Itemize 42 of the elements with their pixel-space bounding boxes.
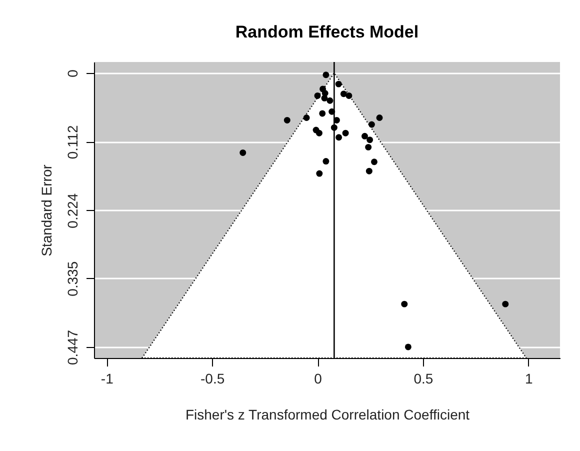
point xyxy=(321,94,328,102)
point xyxy=(370,158,378,166)
point xyxy=(368,121,375,128)
point xyxy=(342,130,349,136)
point xyxy=(314,92,321,99)
y-tick-label: 0 xyxy=(64,69,80,78)
y-tick-label: 0.112 xyxy=(64,124,80,160)
point xyxy=(333,116,340,124)
point xyxy=(328,108,336,115)
point xyxy=(335,80,342,88)
point xyxy=(376,114,383,121)
point xyxy=(366,136,374,144)
point xyxy=(322,158,330,165)
point xyxy=(303,114,310,121)
point xyxy=(502,300,509,308)
point xyxy=(316,170,323,177)
chart-title: Random Effects Model xyxy=(235,22,419,42)
y-tick-label: 0.224 xyxy=(64,193,80,228)
point xyxy=(284,116,290,124)
x-tick-label: -1 xyxy=(100,370,114,386)
point xyxy=(404,344,412,350)
y-tick-label: 0.335 xyxy=(64,261,80,296)
point xyxy=(326,97,334,104)
point xyxy=(330,124,338,131)
x-tick-label: 0.5 xyxy=(414,370,434,386)
y-tick-label: 0.447 xyxy=(64,330,80,365)
point xyxy=(316,130,322,136)
x-tick-label: -0.5 xyxy=(200,370,225,386)
point xyxy=(340,90,347,98)
x-tick-label: 1 xyxy=(524,370,533,386)
point xyxy=(240,149,246,156)
x-tick-label: 0 xyxy=(314,370,322,386)
point xyxy=(366,168,372,174)
x-axis-title: Fisher's z Transformed Correlation Coefficient xyxy=(185,406,470,422)
point xyxy=(346,92,352,99)
point xyxy=(401,300,408,308)
y-axis-title: Standard Error xyxy=(38,164,54,256)
point xyxy=(365,144,372,150)
point xyxy=(336,134,342,141)
point xyxy=(362,132,368,140)
point xyxy=(319,110,326,117)
point xyxy=(322,72,330,78)
